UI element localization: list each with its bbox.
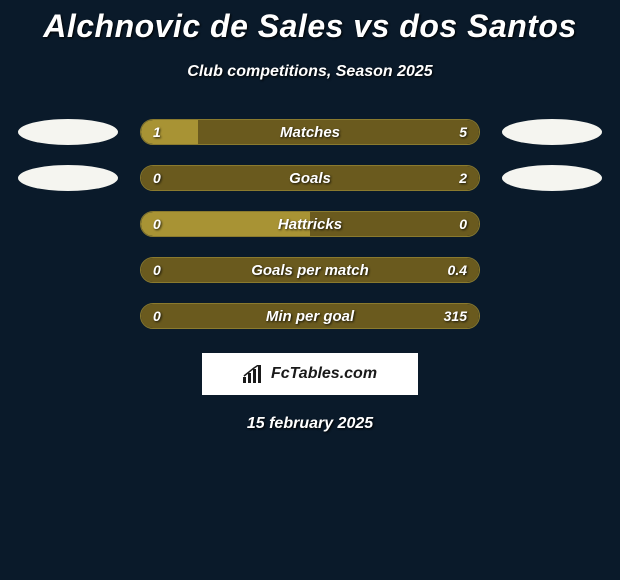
logo-box: FcTables.com xyxy=(202,353,418,395)
bar-label: Goals per match xyxy=(141,258,479,282)
date-text: 15 february 2025 xyxy=(0,415,620,433)
badge-spacer xyxy=(502,211,602,237)
bar-label: Hattricks xyxy=(141,212,479,236)
comparison-bar: 15Matches xyxy=(140,119,480,145)
comparison-bar: 0315Min per goal xyxy=(140,303,480,329)
badge-spacer xyxy=(502,303,602,329)
comparison-row: 15Matches xyxy=(18,119,602,145)
comparison-infographic: Alchnovic de Sales vs dos Santos Club co… xyxy=(0,0,620,433)
badge-spacer xyxy=(18,257,118,283)
badge-spacer xyxy=(18,211,118,237)
bar-label: Min per goal xyxy=(141,304,479,328)
bar-label: Matches xyxy=(141,120,479,144)
barchart-icon xyxy=(243,365,265,383)
comparison-bar: 00.4Goals per match xyxy=(140,257,480,283)
team-badge-left xyxy=(18,165,118,191)
bar-label: Goals xyxy=(141,166,479,190)
page-title: Alchnovic de Sales vs dos Santos xyxy=(0,8,620,45)
team-badge-left xyxy=(18,119,118,145)
comparison-bar: 00Hattricks xyxy=(140,211,480,237)
comparison-row: 02Goals xyxy=(18,165,602,191)
badge-spacer xyxy=(502,257,602,283)
comparison-rows: 15Matches 02Goals 00Hattricks 00.4Goals per… xyxy=(0,119,620,329)
comparison-row: 00Hattricks xyxy=(18,211,602,237)
badge-spacer xyxy=(18,303,118,329)
team-badge-right xyxy=(502,119,602,145)
subtitle: Club competitions, Season 2025 xyxy=(0,63,620,81)
comparison-row: 00.4Goals per match xyxy=(18,257,602,283)
comparison-row: 0315Min per goal xyxy=(18,303,602,329)
team-badge-right xyxy=(502,165,602,191)
logo-text: FcTables.com xyxy=(271,365,377,383)
comparison-bar: 02Goals xyxy=(140,165,480,191)
